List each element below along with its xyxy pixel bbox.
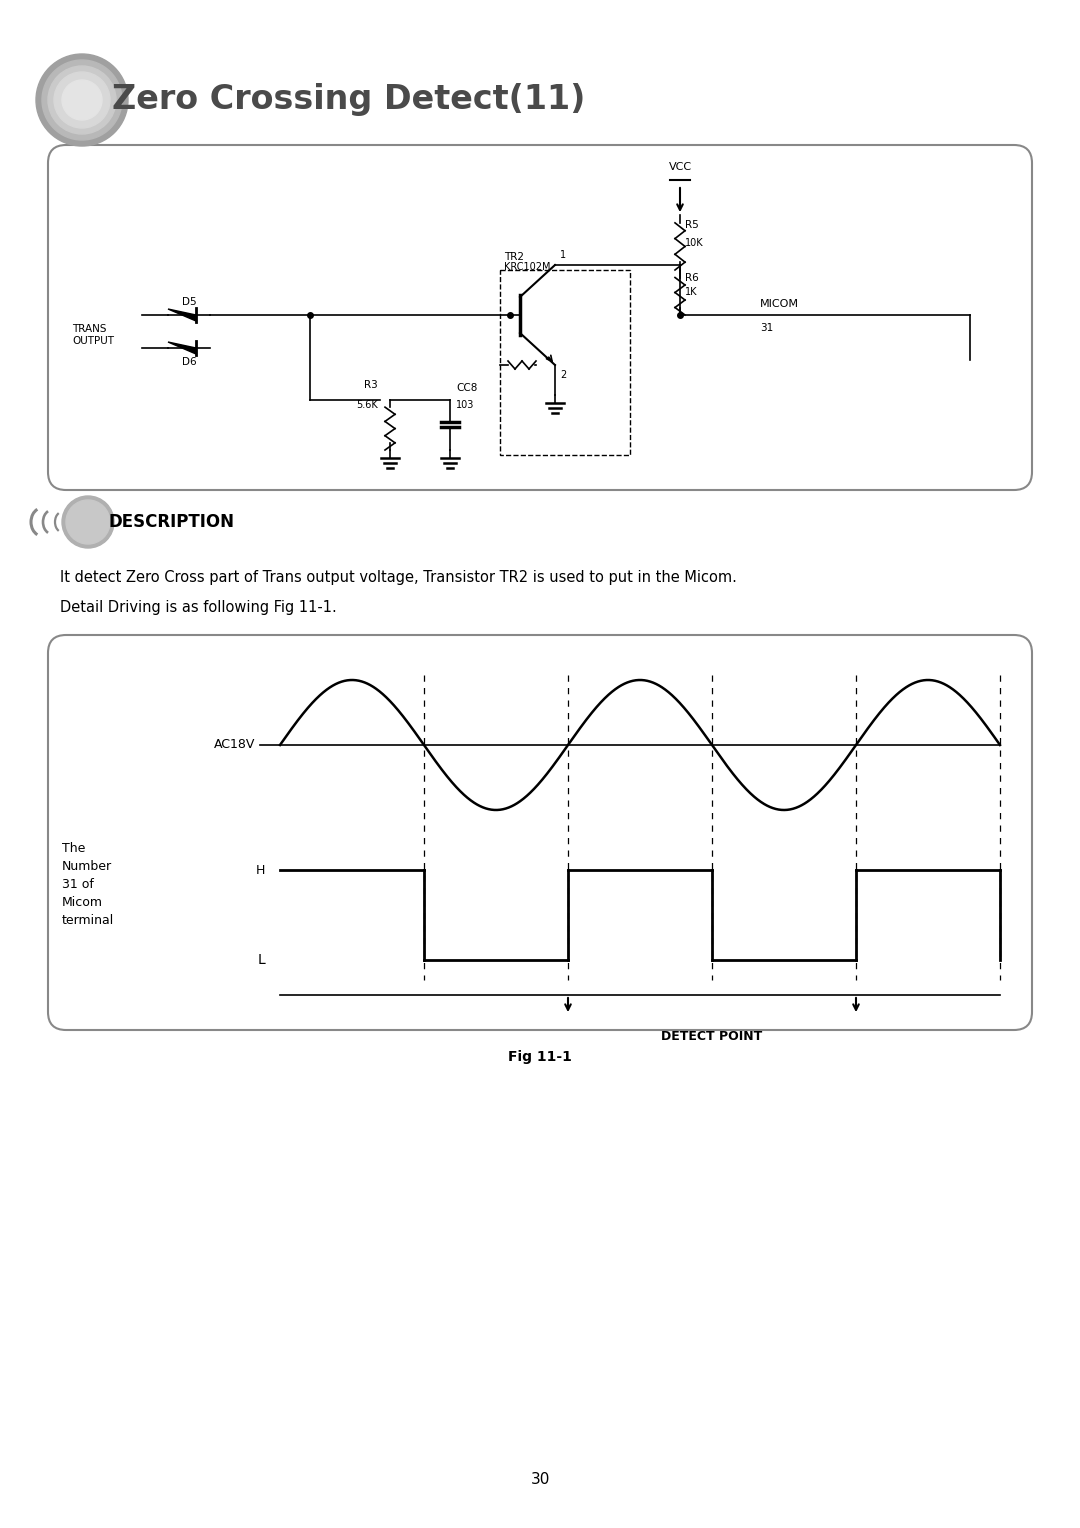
Text: 30: 30	[530, 1473, 550, 1487]
Text: R5: R5	[685, 220, 699, 231]
Text: KRC102M: KRC102M	[504, 261, 551, 272]
Text: R6: R6	[685, 274, 699, 283]
Text: Fig 11-1: Fig 11-1	[508, 1050, 572, 1063]
Text: D6: D6	[181, 358, 197, 367]
Text: It detect Zero Cross part of Trans output voltage, Transistor TR2 is used to put: It detect Zero Cross part of Trans outpu…	[60, 570, 737, 585]
Text: 10K: 10K	[685, 238, 704, 248]
Text: 5.6K: 5.6K	[356, 400, 378, 410]
Text: VCC: VCC	[669, 162, 691, 173]
Text: D5: D5	[181, 296, 197, 307]
Polygon shape	[168, 342, 195, 354]
Text: 31: 31	[760, 322, 773, 333]
Circle shape	[62, 497, 114, 549]
FancyBboxPatch shape	[48, 636, 1032, 1030]
Text: Detail Driving is as following Fig 11-1.: Detail Driving is as following Fig 11-1.	[60, 601, 337, 614]
Text: R3: R3	[364, 380, 378, 390]
Circle shape	[54, 72, 110, 128]
Circle shape	[48, 66, 116, 134]
Text: L: L	[257, 953, 265, 967]
Text: Zero Crossing Detect(11): Zero Crossing Detect(11)	[112, 84, 585, 116]
Circle shape	[62, 79, 102, 121]
Text: TRANS
OUTPUT: TRANS OUTPUT	[72, 324, 114, 345]
Text: AC18V: AC18V	[214, 738, 255, 752]
Text: DETECT POINT: DETECT POINT	[661, 1030, 762, 1044]
Text: TR2: TR2	[504, 252, 524, 261]
Text: 2: 2	[561, 370, 566, 380]
Text: H: H	[256, 863, 265, 877]
Text: MICOM: MICOM	[760, 299, 799, 309]
Circle shape	[36, 53, 129, 147]
Circle shape	[42, 60, 122, 141]
Circle shape	[66, 500, 110, 544]
Text: CC8: CC8	[456, 384, 477, 393]
Text: DESCRIPTION: DESCRIPTION	[108, 513, 234, 532]
Polygon shape	[168, 309, 195, 321]
Text: 103: 103	[456, 400, 474, 410]
Bar	[500, 270, 630, 455]
Text: 1K: 1K	[685, 287, 698, 296]
FancyBboxPatch shape	[48, 145, 1032, 490]
Text: 1: 1	[561, 251, 566, 260]
Text: The
Number
31 of
Micom
terminal: The Number 31 of Micom terminal	[62, 842, 114, 927]
